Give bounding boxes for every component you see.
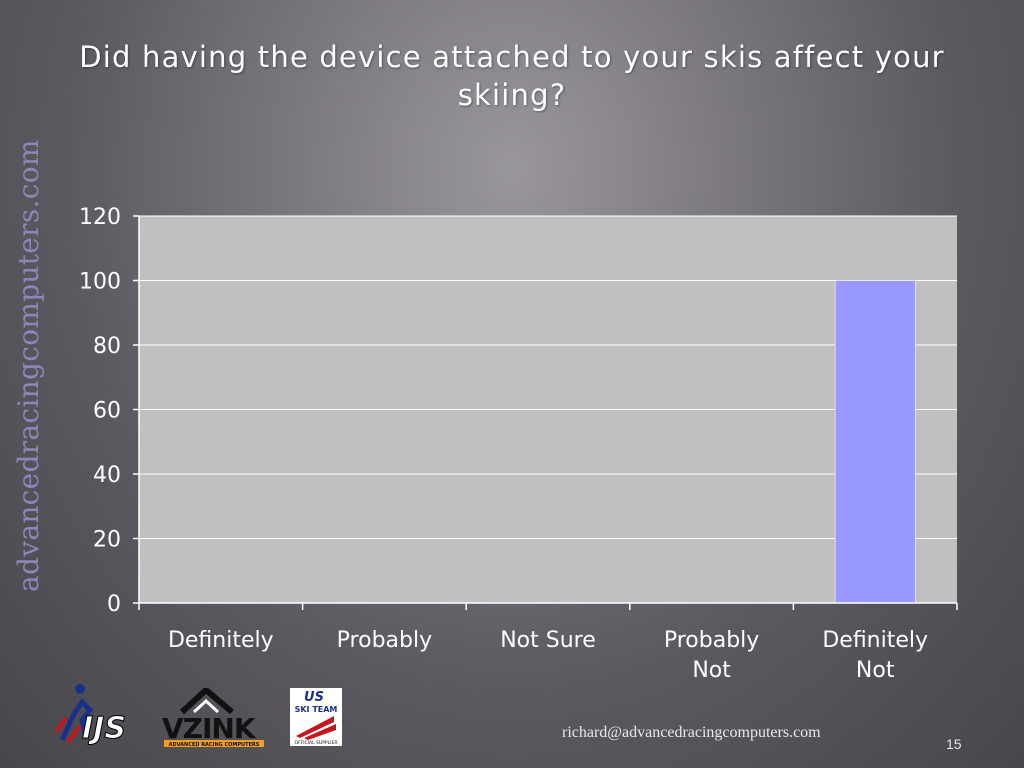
- y-tick-labels: 0 20 40 60 80 100 120: [79, 205, 121, 617]
- page-number: 15: [946, 736, 962, 752]
- ijs-logo: IJS: [54, 684, 126, 747]
- bars: [834, 280, 916, 604]
- us-ski-team-logo-caption: OFFICIAL SUPPLIER: [295, 740, 338, 746]
- gridlines: [139, 215, 957, 539]
- axes: [133, 215, 958, 610]
- y-tick-label: 20: [93, 528, 121, 553]
- y-tick-label: 80: [93, 334, 121, 359]
- vzink-logo-subtext: ADVANCED RACING COMPUTERS: [169, 742, 260, 748]
- us-ski-team-logo-text: US: [304, 690, 324, 705]
- y-tick-label: 100: [79, 270, 121, 295]
- x-tick-label: Definitely: [168, 628, 274, 653]
- ijs-logo-text: IJS: [82, 711, 126, 746]
- y-tick-label: 0: [107, 592, 121, 617]
- slide-title: Did having the device attached to your s…: [79, 40, 945, 112]
- vzink-logo-text: VZINK: [162, 712, 257, 745]
- x-tick-label: Not Sure: [500, 628, 596, 653]
- footer-email[interactable]: richard@advancedracingcomputers.com: [562, 724, 821, 741]
- y-tick-label: 40: [93, 463, 121, 488]
- bar: [834, 280, 916, 604]
- x-tick-label: Definitely Not: [822, 628, 928, 683]
- x-tick-labels: Definitely Probably Not Sure Probably Not Def…: [168, 628, 928, 683]
- y-tick-label: 120: [79, 205, 121, 230]
- bar-chart: 0 20 40 60 80 100 120 Definitely Probably Not Su…: [79, 205, 958, 683]
- vzink-logo: VZINK ADVANCED RACING COMPUTERS: [162, 688, 264, 748]
- us-ski-team-logo: US SKI TEAM OFFICIAL SUPPLIER: [290, 688, 342, 746]
- x-tick-label: Probably: [337, 628, 432, 653]
- us-ski-team-logo-subtext: SKI TEAM: [295, 705, 338, 714]
- x-tick-label: Probably Not: [664, 628, 759, 683]
- y-tick-label: 60: [93, 399, 121, 424]
